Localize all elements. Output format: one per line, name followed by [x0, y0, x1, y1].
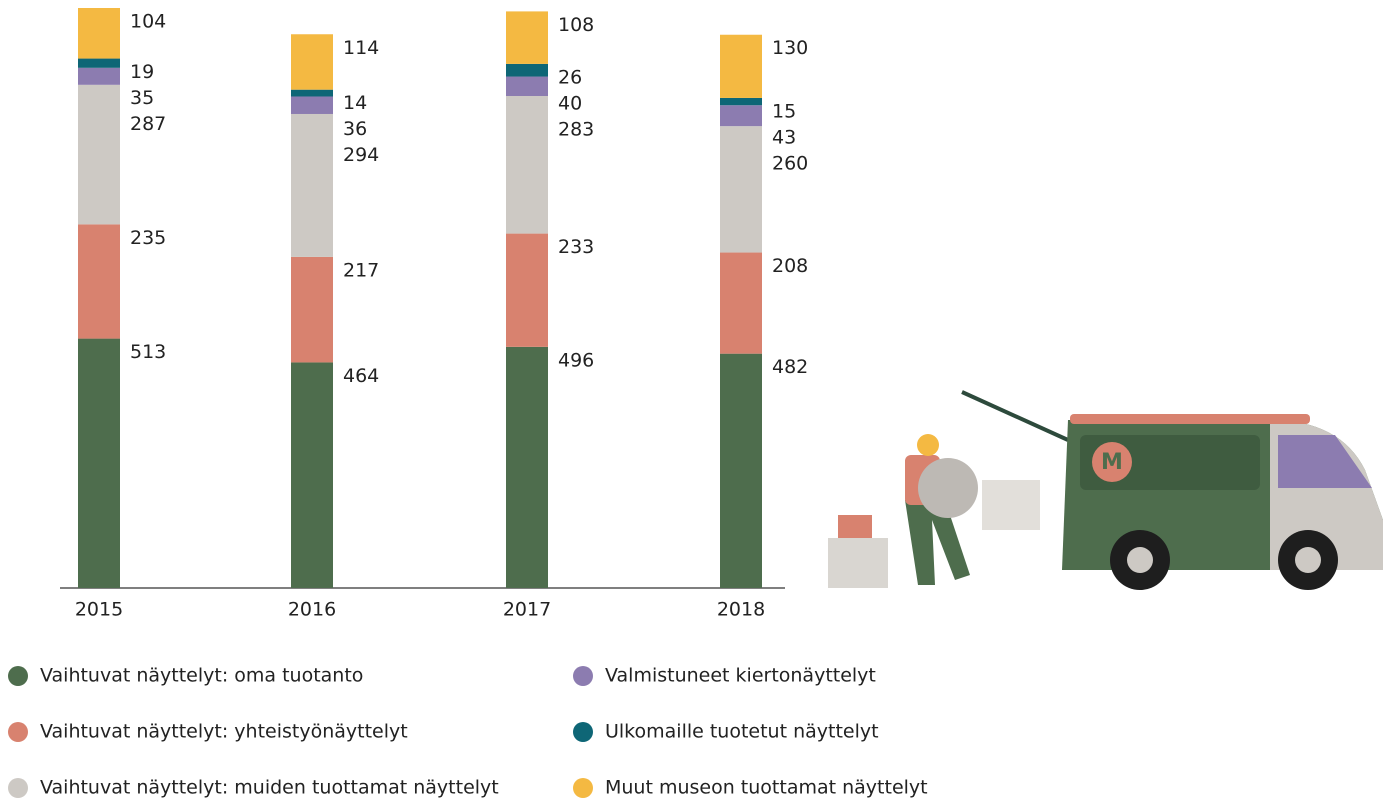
bar-segment [78, 339, 120, 588]
person-head [917, 434, 939, 456]
x-tick-label: 2016 [288, 599, 336, 621]
bar-segment [78, 68, 120, 85]
van-roof [1070, 414, 1310, 424]
data-label: 294 [343, 144, 379, 166]
data-label: 36 [343, 118, 367, 140]
bar-segment [78, 8, 120, 59]
chart: M 2015 104 19 35 287 235 513 2016 114 14 36 294 217 4… [0, 0, 1383, 800]
data-label: 26 [558, 66, 582, 88]
data-label: 114 [343, 37, 379, 59]
hub [1127, 547, 1153, 573]
data-label: 235 [130, 227, 166, 249]
data-label: 35 [130, 87, 154, 109]
bar-segment [720, 126, 762, 252]
bar-segment [291, 96, 333, 114]
legend-marker [573, 778, 593, 798]
bar-segment [291, 90, 333, 97]
box [828, 538, 888, 588]
x-tick-label: 2015 [75, 599, 123, 621]
data-label: 260 [772, 152, 808, 174]
bag [918, 458, 978, 518]
bar-segment [78, 85, 120, 225]
bar-segment [291, 362, 333, 588]
data-label: 14 [343, 92, 367, 114]
legend-marker [573, 722, 593, 742]
data-label: 130 [772, 37, 808, 59]
bar-segment [506, 64, 548, 77]
legend-marker [8, 778, 28, 798]
data-label: 482 [772, 356, 808, 378]
bar-segment [506, 11, 548, 64]
van-door [962, 392, 1068, 440]
data-label: 464 [343, 365, 379, 387]
legend-label: Vaihtuvat näyttelyt: muiden tuottamat nä… [40, 777, 499, 799]
legend-marker [573, 666, 593, 686]
bar-segment [506, 347, 548, 588]
data-label: 496 [558, 349, 594, 371]
legend-label: Vaihtuvat näyttelyt: oma tuotanto [40, 665, 363, 687]
x-tick-label: 2018 [717, 599, 765, 621]
data-label: 287 [130, 113, 166, 135]
logo-letter: M [1101, 450, 1123, 475]
bar-segment [78, 224, 120, 338]
data-label: 43 [772, 126, 796, 148]
bar-segment [720, 354, 762, 588]
data-label: 208 [772, 255, 808, 277]
bar-segment [78, 59, 120, 68]
legend-label: Valmistuneet kiertonäyttelyt [605, 665, 876, 687]
data-label: 217 [343, 259, 379, 281]
data-label: 40 [558, 92, 582, 114]
legend-marker [8, 722, 28, 742]
data-label: 104 [130, 11, 166, 33]
legend-marker [8, 666, 28, 686]
data-label: 513 [130, 341, 166, 363]
bar-segment [720, 105, 762, 126]
data-label: 283 [558, 118, 594, 140]
legend-label: Ulkomaille tuotetut näyttelyt [605, 721, 879, 743]
x-tick-label: 2017 [503, 599, 551, 621]
bar-segment [506, 96, 548, 234]
bar-segment [506, 77, 548, 96]
data-label: 233 [558, 236, 594, 258]
hub [1295, 547, 1321, 573]
bar-segment [291, 114, 333, 257]
data-label: 19 [130, 61, 154, 83]
legend-label: Muut museon tuottamat näyttelyt [605, 777, 928, 799]
data-label: 108 [558, 14, 594, 36]
bar-segment [506, 234, 548, 347]
bar-segment [291, 257, 333, 362]
legend-label: Vaihtuvat näyttelyt: yhteistyönäyttelyt [40, 721, 408, 743]
bar-segment [720, 35, 762, 98]
illustration: M [828, 392, 1383, 590]
bar-segment [720, 253, 762, 354]
data-label: 15 [772, 100, 796, 122]
bar-segment [720, 98, 762, 105]
box [982, 480, 1040, 530]
bar-segment [291, 34, 333, 89]
